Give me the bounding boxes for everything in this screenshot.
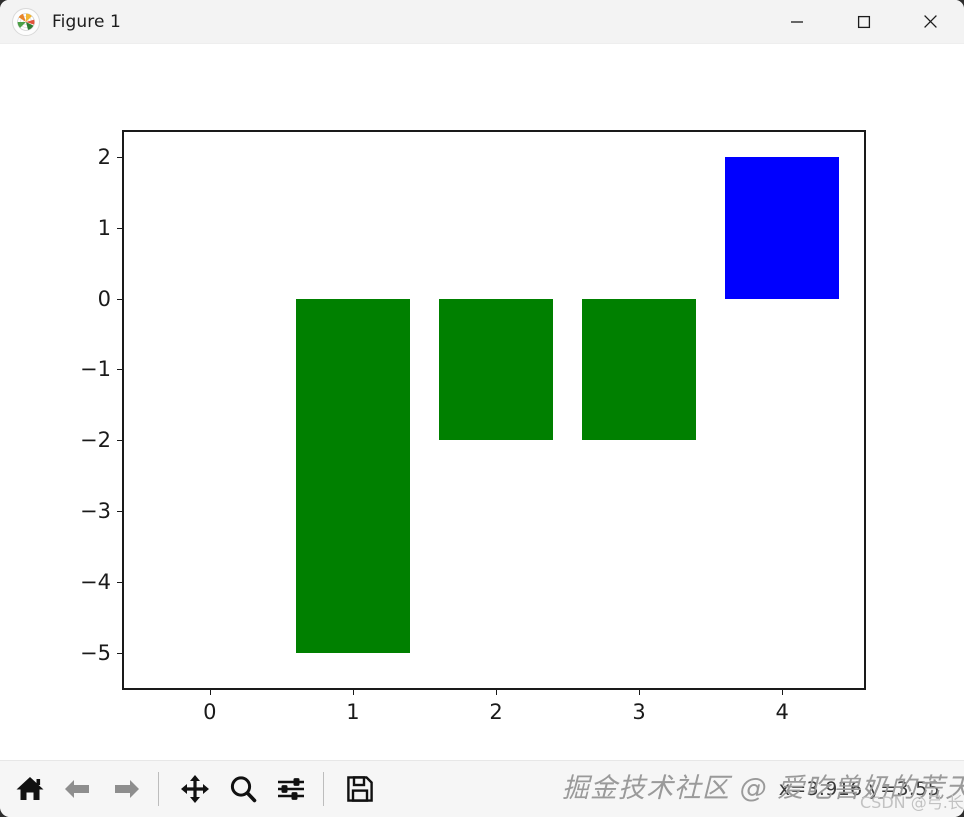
figure-canvas[interactable]: 2 1 0 −1 −2 −3 −4 −5 0 1 2 3 4: [0, 44, 964, 760]
pan-button[interactable]: [173, 767, 217, 811]
x-tick-mark: [639, 688, 641, 695]
y-tick-mark: [117, 298, 124, 300]
y-tick-label: −4: [80, 570, 111, 595]
x-tick-label: 0: [203, 700, 217, 724]
matplotlib-icon: [12, 7, 40, 36]
plot-axes: 2 1 0 −1 −2 −3 −4 −5 0 1 2 3 4: [80, 130, 866, 724]
window-controls: [763, 0, 964, 44]
toolbar-separator: [158, 772, 159, 806]
y-tick-label: 0: [97, 286, 111, 311]
configure-subplots-button[interactable]: [269, 767, 313, 811]
x-tick-mark: [496, 688, 497, 695]
x-tick-label: 1: [346, 700, 360, 724]
toolbar-separator: [323, 772, 324, 806]
navigation-toolbar: x=3.916 y=3.55: [0, 760, 964, 817]
x-tick-label: 4: [775, 700, 789, 724]
y-tick-mark: [117, 156, 124, 158]
y-tick-label: −1: [80, 357, 111, 382]
maximize-button[interactable]: [830, 0, 897, 44]
plot-area: [124, 132, 864, 688]
bar-1: [295, 298, 411, 653]
y-tick-label: 2: [97, 144, 111, 169]
y-tick-mark: [117, 653, 124, 654]
x-tick-mark: [352, 688, 354, 695]
x-tick-label: 3: [632, 700, 646, 724]
home-button[interactable]: [8, 767, 52, 811]
zoom-button[interactable]: [221, 767, 265, 811]
y-tick-label: −3: [80, 499, 111, 524]
bar-4: [724, 156, 840, 299]
y-tick-label: 1: [97, 215, 111, 240]
bar-2: [438, 298, 554, 441]
coordinate-readout: x=3.916 y=3.55: [778, 778, 940, 800]
y-tick-label: −5: [80, 641, 111, 665]
y-tick-label: −2: [80, 428, 111, 453]
bar-3: [581, 298, 697, 441]
x-tick-mark: [782, 688, 784, 695]
y-tick-mark: [117, 227, 124, 229]
forward-button[interactable]: [104, 767, 148, 811]
x-tick-mark: [209, 688, 211, 695]
close-button[interactable]: [897, 0, 964, 44]
y-tick-mark: [117, 511, 124, 513]
minimize-button[interactable]: [763, 0, 830, 44]
back-button[interactable]: [56, 767, 100, 811]
save-button[interactable]: [338, 767, 382, 811]
title-bar: Figure 1: [0, 0, 964, 44]
y-tick-mark: [117, 369, 124, 371]
y-tick-mark: [117, 582, 124, 584]
window-title: Figure 1: [52, 11, 121, 32]
x-tick-label: 2: [489, 700, 503, 724]
y-tick-mark: [117, 440, 124, 442]
